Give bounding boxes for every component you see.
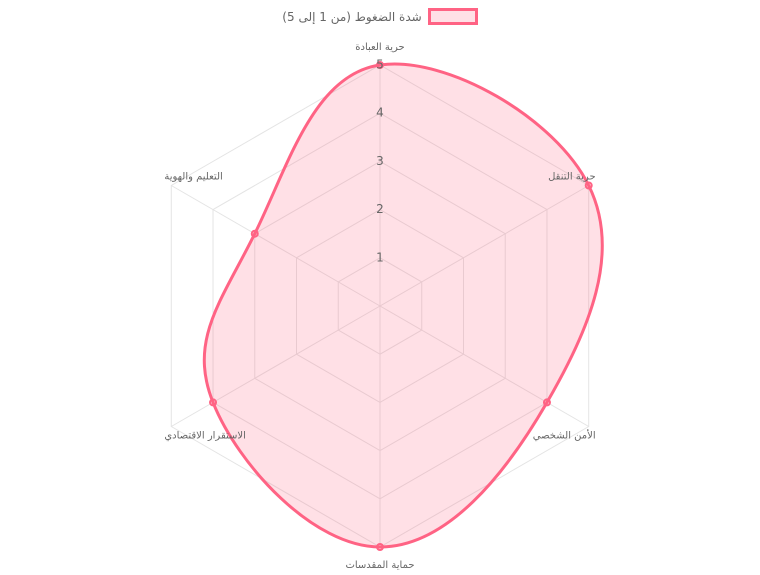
r-tick-label: 5 (376, 58, 384, 72)
angle-line (171, 305, 381, 427)
category-label: حرية التنقل (548, 172, 596, 183)
data-point (376, 543, 384, 551)
r-tick-label: 2 (376, 202, 384, 216)
angle-line (171, 185, 381, 307)
category-label: حرية العبادة (355, 42, 404, 53)
legend[interactable]: شدة الضغوط (من 1 إلى 5) (0, 8, 760, 25)
angle-line (379, 185, 589, 307)
category-label: الأمن الشخصي (533, 429, 596, 442)
r-tick-label: 3 (376, 154, 384, 168)
r-tick-label: 4 (376, 106, 384, 120)
data-point (542, 398, 551, 407)
category-label: التعليم والهوية (164, 172, 222, 183)
data-series-area (202, 62, 604, 549)
data-point (584, 181, 593, 190)
r-tick-label: 1 (376, 250, 384, 264)
angle-line (379, 305, 589, 427)
data-point (250, 229, 259, 238)
category-label: حماية المقدسات (345, 560, 414, 571)
category-label: الاستقرار الاقتصادي (164, 431, 246, 442)
legend-label: شدة الضغوط (من 1 إلى 5) (282, 9, 422, 24)
data-point (209, 398, 218, 407)
data-point (376, 61, 384, 69)
legend-swatch[interactable] (427, 8, 478, 25)
